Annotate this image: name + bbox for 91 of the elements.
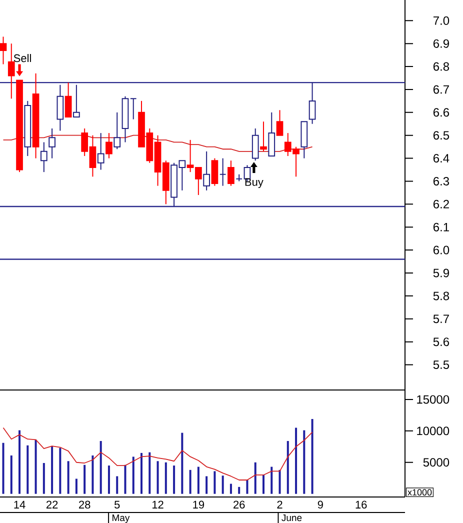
annotation: Sell [14,54,31,62]
bar [75,478,78,494]
y-axis-title: x1000 [408,489,432,496]
x-tick-label: 22 [46,500,58,508]
x-tick-label: 12 [152,500,164,508]
bar [303,430,306,494]
bar [311,418,314,494]
bar [246,480,248,494]
bar [92,455,94,494]
bar [84,464,86,494]
x-tick-label: 2 [277,500,282,508]
candlestick [228,160,234,186]
y-tick-label: 5000 [423,458,450,467]
y-tick-label: 6.1 [433,222,449,232]
y-tick-label: 6.4 [433,154,450,163]
bar [132,456,134,494]
bar [164,462,167,494]
candlestick [48,128,56,159]
y-tick-label: 7.0 [433,16,450,25]
bar [181,432,184,494]
bar [100,440,102,494]
bar [26,445,29,494]
candlestick [56,84,64,132]
bar [67,461,70,494]
candlestick [203,150,210,191]
bar [189,470,192,494]
candlestick [40,142,48,173]
bar [214,471,216,494]
bar [262,474,264,494]
bar [18,430,21,494]
candlestick [268,112,276,156]
bar [42,463,45,494]
candlestick [130,98,137,120]
y-tick-label: 6.2 [433,200,449,208]
bar [2,442,4,494]
bar [124,464,126,494]
y-tick-label: 5.9 [433,268,449,278]
bar [278,470,281,494]
candlestick [64,82,72,118]
candlestick [114,112,121,150]
candlestick [0,36,7,65]
bar [295,428,298,494]
candlestick [276,110,284,136]
bar [270,466,273,494]
y-tick-label: 6.5 [433,131,450,140]
x-tick-label: 5 [114,500,120,509]
candlestick [260,121,267,152]
bar [197,466,200,494]
y-tick-label: 15000 [417,395,450,404]
bar [10,455,12,494]
candlestick [252,128,259,162]
bar [222,476,224,494]
bar [116,476,118,494]
x-tick-label: 16 [356,500,367,509]
bar [51,446,54,494]
y-tick-label: 6.9 [433,39,449,48]
y-tick-label: 6.6 [433,108,450,117]
candlestick [211,158,218,186]
bar [238,486,240,494]
bar [108,466,110,494]
candlestick [219,158,226,186]
x-tick-label: 14 [14,500,26,508]
bar [286,440,289,494]
x-tick-label: 9 [318,500,323,509]
candlestick [97,132,104,170]
bar [59,448,62,494]
bar [230,484,232,494]
bar [148,452,151,494]
y-tick-label: 5.5 [433,360,450,369]
bar [156,461,159,494]
text: May [112,514,130,523]
y-tick-label: 6.7 [433,85,449,94]
bar [254,462,256,494]
x-tick-label: 26 [234,500,245,509]
bar [173,466,176,494]
y-tick-label: 10000 [417,426,450,436]
y-tick-label: 6.0 [433,246,450,254]
x-tick-label: 28 [79,500,90,509]
y-tick-label: 5.6 [433,338,450,346]
y-tick-label: 5.8 [433,292,450,300]
y-tick-label: 6.3 [433,176,450,186]
bar [206,476,208,494]
text: June [282,514,302,522]
y-tick-label: 5.7 [433,314,449,324]
x-tick-label: 19 [193,500,204,509]
annotation: Buy [245,178,264,188]
candlestick [73,84,80,118]
candlestick [106,132,112,159]
y-tick-label: 6.8 [433,62,450,71]
bar [140,452,143,494]
bar [34,440,37,494]
